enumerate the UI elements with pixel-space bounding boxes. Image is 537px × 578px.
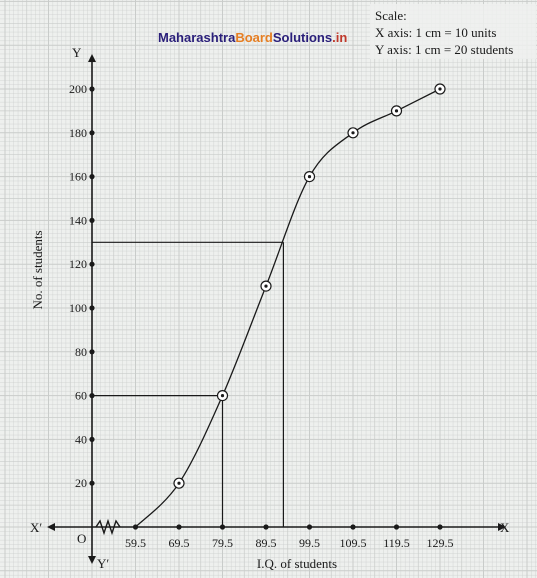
x-tick-dot xyxy=(263,524,269,530)
y-axis-negative-label: Y′ xyxy=(97,556,109,571)
x-axis-right-arrow xyxy=(498,523,506,531)
y-tick-dot xyxy=(89,217,95,223)
x-axis-negative-label: X′ xyxy=(30,520,42,535)
ogive-curve-layer xyxy=(135,88,441,528)
y-tick-dot xyxy=(89,261,95,267)
watermark-part-3: Solutions xyxy=(273,30,332,45)
y-tick-label: 180 xyxy=(69,126,87,140)
y-tick-dot xyxy=(89,305,95,311)
ogive-curve xyxy=(135,88,441,528)
x-tick-label: 119.5 xyxy=(383,536,410,550)
watermark-part-2: Board xyxy=(235,30,273,45)
y-tick-label: 160 xyxy=(69,170,87,184)
scale-heading: Scale: xyxy=(375,8,407,23)
y-tick-label: 40 xyxy=(75,432,87,446)
y-tick-dot xyxy=(89,130,95,136)
data-point xyxy=(173,477,185,489)
data-point xyxy=(216,390,229,402)
x-tick-label: 79.5 xyxy=(212,536,233,550)
y-axis-title: No. of students xyxy=(30,230,45,309)
x-axis-end-label: X xyxy=(500,520,510,535)
watermark: MaharashtraBoardSolutions.in xyxy=(158,30,347,45)
x-tick-dot xyxy=(393,524,400,530)
x-tick-dot xyxy=(306,524,313,530)
scale-x-line: X axis: 1 cm = 10 units xyxy=(375,25,496,40)
reading-guide-lines xyxy=(92,241,284,527)
watermark-part-4: .in xyxy=(332,30,347,45)
y-tick-label: 200 xyxy=(69,82,87,96)
axis-ticks: 59.5 69.5 79.5 89.5 99.5 109.5 119.5 129.5 20 40 6… xyxy=(69,82,454,550)
data-point xyxy=(390,105,403,117)
axis-break-zigzag xyxy=(95,518,121,536)
x-tick-dot xyxy=(350,524,356,530)
scale-note: Scale: X axis: 1 cm = 10 units Y axis: 1… xyxy=(370,4,536,59)
watermark-part-1: Maharashtra xyxy=(158,30,236,45)
x-axis-left-arrow xyxy=(47,523,55,531)
data-point xyxy=(347,127,359,139)
y-tick-label: 80 xyxy=(75,345,87,359)
y-axis-end-label: Y xyxy=(72,45,82,60)
x-tick-label: 99.5 xyxy=(299,536,320,550)
y-tick-label: 100 xyxy=(69,301,87,315)
x-axis-title: I.Q. of students xyxy=(257,556,337,571)
ogive-points xyxy=(173,83,446,489)
y-tick-label: 60 xyxy=(75,389,87,403)
data-point xyxy=(260,280,272,292)
x-tick-label: 129.5 xyxy=(427,536,454,550)
y-tick-dot xyxy=(89,174,95,180)
scale-y-line: Y axis: 1 cm = 20 students xyxy=(375,42,513,57)
data-point xyxy=(303,171,316,183)
y-tick-dot xyxy=(89,349,95,355)
data-point xyxy=(434,83,446,95)
x-tick-label: 59.5 xyxy=(125,536,146,550)
svg-text:MaharashtraBoardSolutions.in: MaharashtraBoardSolutions.in xyxy=(158,30,347,45)
y-tick-dot xyxy=(89,86,95,92)
origin-label: O xyxy=(77,531,86,546)
y-tick-dot xyxy=(89,480,95,486)
y-axis-top-arrow xyxy=(88,54,96,62)
y-tick-label: 20 xyxy=(75,476,87,490)
y-tick-label: 140 xyxy=(69,213,87,227)
x-tick-dot xyxy=(437,524,443,530)
y-axis-bottom-arrow xyxy=(88,556,96,564)
x-tick-label: 69.5 xyxy=(169,536,190,550)
x-tick-label: 89.5 xyxy=(256,536,277,550)
x-tick-dot xyxy=(176,524,182,530)
y-tick-dot xyxy=(89,436,95,442)
y-tick-label: 120 xyxy=(69,257,87,271)
x-tick-label: 109.5 xyxy=(340,536,367,550)
